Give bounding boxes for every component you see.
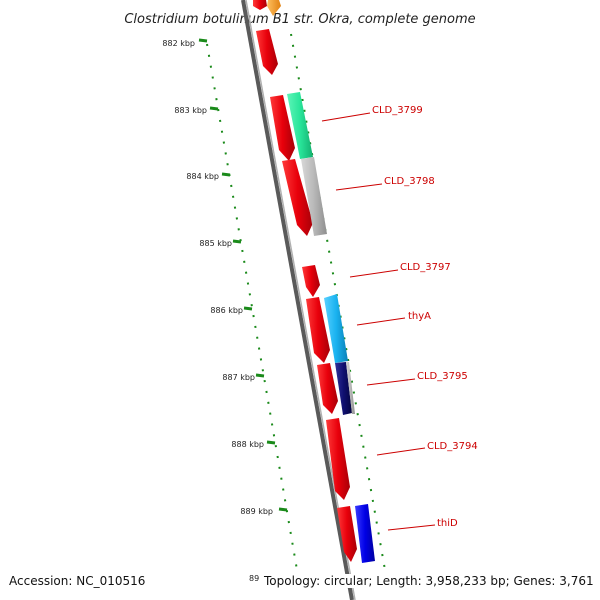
ruler-tick-labels: 882 kbp 883 kbp 884 kbp 885 kbp 886 kbp … [162, 39, 273, 516]
red-gene-arrow[interactable] [253, 0, 267, 10]
red-gene-arrow[interactable] [337, 506, 357, 562]
red-gene-arrow[interactable] [256, 29, 278, 75]
tick-label-888: 888 kbp [231, 440, 264, 449]
gene-label-thid[interactable]: thiD [437, 518, 458, 529]
tick-label-889: 889 kbp [240, 507, 273, 516]
tick-label-885: 885 kbp [199, 239, 232, 248]
navy-gene-arrow[interactable] [335, 362, 352, 415]
topology-summary: Topology: circular; Length: 3,958,233 bp… [262, 574, 594, 588]
red-gene-arrow[interactable] [326, 418, 350, 500]
red-gene-arrow[interactable] [317, 363, 338, 414]
genome-backbone [241, 0, 356, 600]
ruler-dots [206, 43, 298, 571]
label-leaders [321, 112, 436, 531]
gene-label-cld3794[interactable]: CLD_3794 [427, 441, 478, 452]
reverse-strand-genes [287, 92, 375, 563]
accession-text: Accession: NC_010516 [9, 574, 146, 588]
tick-label-886: 886 kbp [210, 306, 243, 315]
red-gene-arrow[interactable] [270, 95, 295, 161]
ruler-ticks [198, 38, 288, 512]
green-gene-arrow[interactable] [287, 92, 313, 159]
orange-gene-arrow[interactable] [267, 0, 281, 16]
gray-gene-arrow[interactable] [301, 157, 327, 236]
red-gene-arrow[interactable] [302, 265, 320, 297]
red-gene-arrow[interactable] [306, 297, 330, 363]
tick-label-887: 887 kbp [222, 373, 255, 382]
gene-label-cld3799[interactable]: CLD_3799 [372, 105, 423, 116]
gene-label-cld3797[interactable]: CLD_3797 [400, 262, 451, 273]
gene-label-cld3798[interactable]: CLD_3798 [384, 176, 435, 187]
tick-label-partial: 89 [249, 574, 259, 583]
gene-labels: CLD_3799 CLD_3798 CLD_3797 thyA CLD_3795… [372, 105, 478, 529]
tick-label-884: 884 kbp [186, 172, 219, 181]
forward-strand-genes [256, 29, 357, 562]
tick-label-882: 882 kbp [162, 39, 195, 48]
cyan-gene-arrow[interactable] [324, 294, 348, 363]
gray-gene-arrow[interactable] [346, 362, 355, 414]
red-gene-arrow[interactable] [282, 159, 313, 236]
gene-label-cld3795[interactable]: CLD_3795 [417, 371, 468, 382]
tick-label-883: 883 kbp [174, 106, 207, 115]
map-title: Clostridium botulinum B1 str. Okra, comp… [124, 12, 475, 27]
blue-gene-arrow[interactable] [355, 504, 375, 563]
gene-label-thya[interactable]: thyA [408, 311, 431, 322]
